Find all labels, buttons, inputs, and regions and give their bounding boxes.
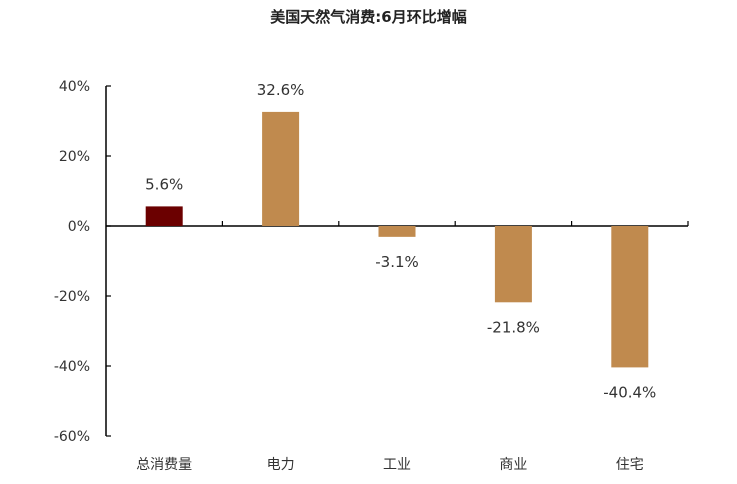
bars [145, 111, 649, 368]
category-label: 工业 [383, 457, 411, 473]
data-label: -21.8% [487, 318, 540, 336]
bar [378, 226, 416, 237]
category-labels: 总消费量 电力 工业 商业 住宅 [136, 457, 644, 473]
y-tick-label: -40% [54, 359, 90, 375]
data-label: 32.6% [257, 81, 305, 99]
data-labels: 5.6% 32.6% -3.1% -21.8% -40.4% [145, 81, 656, 401]
y-tick-label: 20% [59, 149, 90, 165]
bar [611, 226, 649, 368]
category-label: 电力 [267, 457, 295, 473]
bar [262, 111, 300, 226]
data-label: -3.1% [375, 253, 419, 271]
data-label: 5.6% [145, 175, 183, 193]
chart-title: 美国天然气消费:6月环比增幅 [270, 8, 467, 26]
y-tick-label: 0% [68, 219, 90, 235]
y-tick-label: -60% [54, 429, 90, 445]
category-label: 商业 [499, 457, 527, 473]
category-label: 住宅 [616, 457, 644, 473]
y-axis-ticks: 40% 20% 0% -20% -40% -60% [54, 79, 111, 445]
bar [494, 226, 532, 303]
data-label: -40.4% [603, 383, 656, 401]
y-tick-label: 40% [59, 79, 90, 95]
category-label: 总消费量 [136, 457, 192, 473]
x-axis-ticks [221, 221, 689, 226]
y-tick-label: -20% [54, 289, 90, 305]
bar [145, 206, 183, 226]
